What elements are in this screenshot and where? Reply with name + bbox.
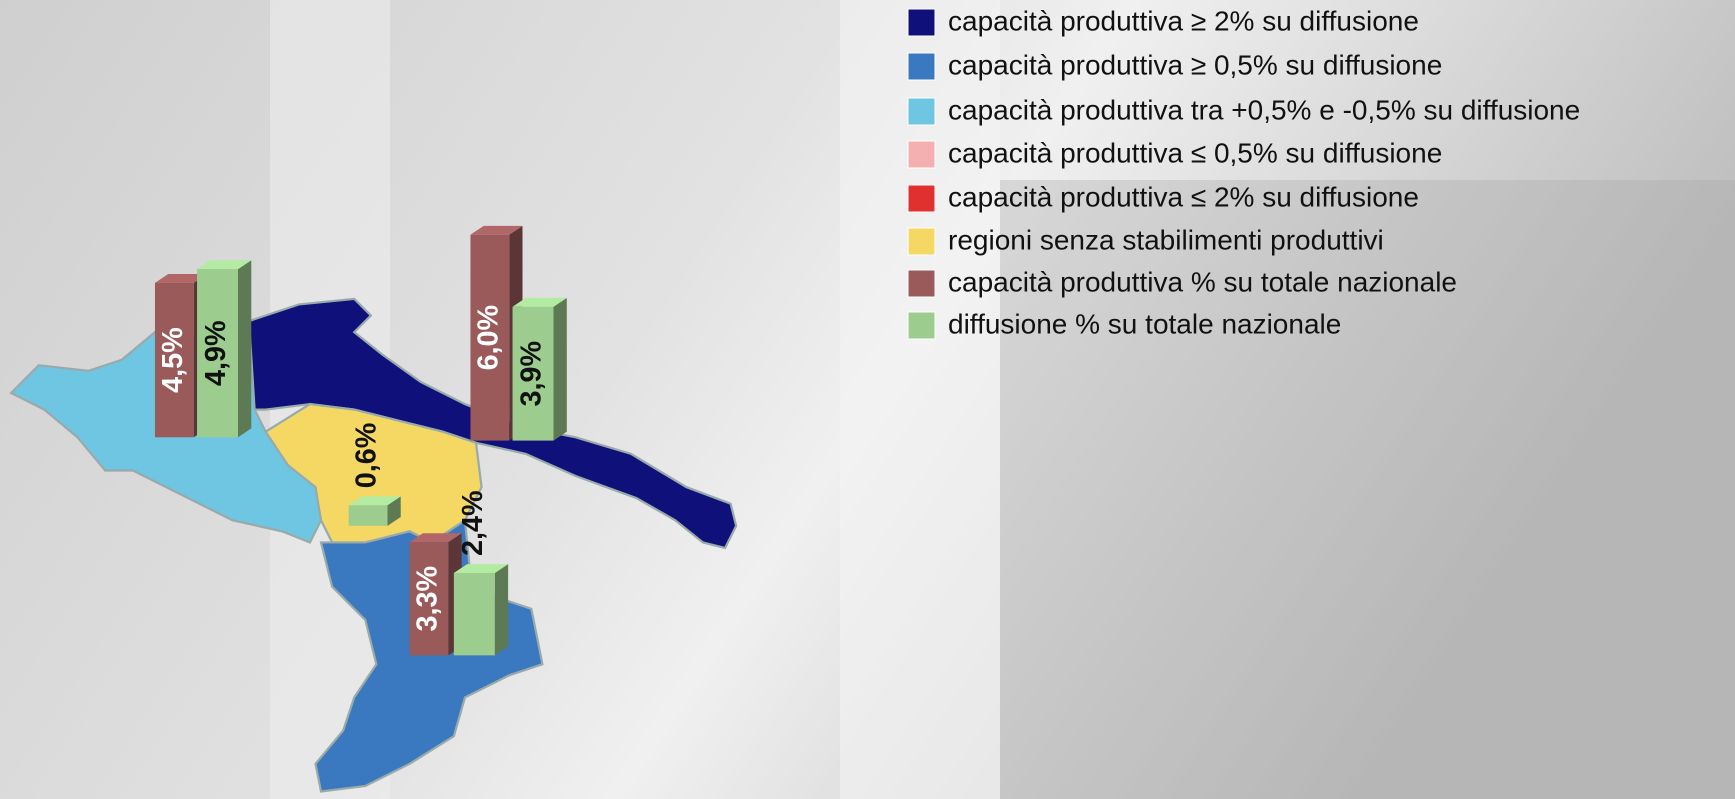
legend-label: capacità produttiva % su totale nazional…	[948, 266, 1457, 297]
page: capacità produttiva ≥ 2% su diffusione ca…	[0, 0, 1735, 799]
bar	[349, 505, 388, 526]
legend-label: regioni senza stabilimenti produttivi	[948, 224, 1384, 255]
legend-swatch	[908, 141, 935, 168]
bar	[454, 573, 495, 655]
legend-label: capacità produttiva ≥ 0,5% su diffusione	[948, 49, 1442, 80]
bar-label: 3,3%	[412, 566, 444, 632]
bar-label: 4,5%	[157, 327, 189, 393]
legend-swatch	[908, 9, 935, 36]
bar-label: 3,9%	[516, 341, 548, 407]
bar-label: 6,0%	[472, 305, 504, 371]
bar-label: 0,6%	[351, 423, 383, 489]
legend-swatch	[908, 312, 935, 339]
bar-side	[495, 564, 508, 655]
bar-side	[238, 260, 251, 437]
legend-swatch	[908, 185, 935, 212]
bar-label: 2,4%	[457, 490, 489, 556]
legend-label: capacità produttiva ≤ 0,5% su diffusione	[948, 137, 1442, 168]
legend-label: capacità produttiva tra +0,5% e -0,5% su…	[948, 94, 1580, 125]
bar-side	[554, 298, 567, 441]
legend-label: diffusione % su totale nazionale	[948, 308, 1341, 339]
legend-swatch	[908, 228, 935, 255]
legend-swatch	[908, 53, 935, 80]
legend-swatch	[908, 98, 935, 125]
legend-label: capacità produttiva ≤ 2% su diffusione	[948, 181, 1419, 212]
legend-swatch	[908, 270, 935, 297]
bar-label: 4,9%	[200, 320, 232, 386]
legend-label: capacità produttiva ≥ 2% su diffusione	[948, 5, 1419, 36]
